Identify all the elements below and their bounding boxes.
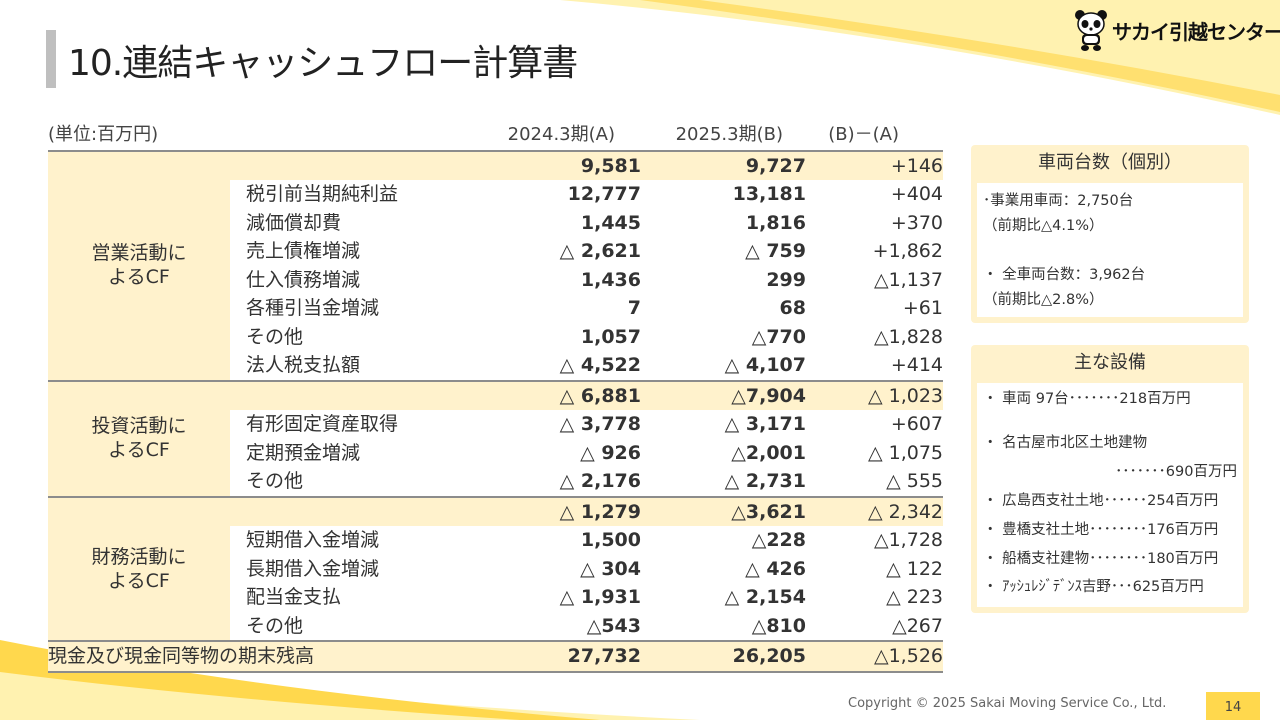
vehicle-panel-body: ･事業用車両：2,750台 （前期比△4.1%） ・ 全車両台数：3,962台 … — [977, 183, 1243, 317]
column-header-2025: 2025.3期(B) — [675, 124, 783, 145]
ending-balance-label: 現金及び現金同等物の期末残高 — [48, 645, 315, 667]
category-cell — [48, 151, 230, 380]
column-header-diff: (B)－(A) — [828, 124, 899, 145]
table-row: その他 △543 △810 △267 — [246, 614, 943, 637]
title-accent-bar — [46, 30, 56, 88]
table-row: 定期預金増減 △ 926 △2,001 △ 1,075 — [246, 441, 943, 464]
equipment-line: ・ ｱｯｼｭﾚｼﾞﾃﾞﾝｽ吉野･･･625百万円 — [983, 579, 1204, 595]
column-header-2024: 2024.3期(A) — [507, 124, 615, 145]
category-label-operating: 営業活動に よるCF — [91, 241, 187, 288]
vehicle-panel-heading: 車両台数（個別） — [1038, 152, 1182, 173]
table-row: 減価償却費 1,445 1,816 +370 — [246, 211, 943, 234]
main-equipment-panel: 主な設備 ・ 車両 97台･･･････218百万円 ・ 名古屋市北区土地建物 … — [971, 345, 1249, 613]
ending-balance-diff: △1,526 — [873, 645, 943, 667]
table-row: 短期借入金増減 1,500 △228 △1,728 — [246, 529, 943, 551]
equipment-panel-heading: 主な設備 — [1074, 352, 1146, 373]
table-row: 税引前当期純利益 12,777 13,181 +404 — [246, 183, 943, 205]
ending-balance-a: 27,732 — [567, 645, 641, 667]
equipment-line: ･･･････690百万円 — [1115, 464, 1237, 480]
equipment-panel-body: ・ 車両 97台･･･････218百万円 ・ 名古屋市北区土地建物 ･････… — [977, 383, 1243, 607]
company-logo: サカイ引越センター — [1074, 8, 1280, 52]
vehicle-line: ･事業用車両：2,750台 — [983, 193, 1134, 209]
table-row: 各種引当金増減 7 68 +61 — [246, 297, 943, 319]
subtotal-row: 9,581 9,727 +146 — [230, 151, 943, 180]
financing-cf-section: 財務活動に よるCF △ 1,279 △3,621 △ 2,342 短期借入金増減… — [48, 495, 943, 640]
page-title: 10.連結キャッシュフロー計算書 — [68, 43, 578, 84]
page-number: 14 — [1206, 692, 1260, 720]
ending-balance-row: 現金及び現金同等物の期末残高 27,732 26,205 △1,526 — [48, 640, 943, 673]
operating-cf-section: 営業活動に よるCF 9,581 9,727 +146 税引前当期純利益 12,77… — [48, 149, 943, 380]
panda-mascot-icon — [1075, 10, 1107, 51]
copyright-text: Copyright © 2025 Sakai Moving Service Co… — [848, 696, 1167, 711]
table-row: 売上債権増減 △ 2,621 △ 759 +1,862 — [246, 240, 943, 262]
subtotal-diff: △ 2,342 — [867, 500, 943, 523]
table-row: その他 1,057 △770 △1,828 — [246, 325, 943, 348]
equipment-line: ・ 船橋支社建物････････180百万円 — [983, 551, 1219, 567]
table-row: 有形固定資産取得 △ 3,778 △ 3,171 +607 — [246, 413, 943, 435]
subtotal-row: △ 1,279 △3,621 △ 2,342 — [230, 497, 943, 526]
equipment-line: ・ 豊橋支社土地････････176百万円 — [983, 522, 1219, 538]
category-cell — [48, 497, 230, 640]
table-row: 配当金支払 △ 1,931 △ 2,154 △ 223 — [246, 586, 943, 608]
table-row: 仕入債務増減 1,436 299 △1,137 — [246, 268, 943, 291]
cash-flow-table: (単位:百万円) 2024.3期(A) 2025.3期(B) (B)－(A) 営… — [48, 121, 943, 673]
unit-label: (単位:百万円) — [48, 124, 159, 145]
subtotal-b: 9,727 — [745, 154, 806, 177]
subtotal-a: 9,581 — [580, 154, 641, 177]
subtotal-diff: +146 — [890, 154, 943, 177]
table-header-row: (単位:百万円) 2024.3期(A) 2025.3期(B) (B)－(A) — [48, 121, 943, 150]
vehicle-line: ・ 全車両台数：3,962台 — [983, 267, 1146, 283]
vehicle-line: （前期比△2.8%） — [983, 292, 1104, 308]
vehicle-line: （前期比△4.1%） — [983, 218, 1104, 234]
category-cell — [48, 381, 230, 496]
equipment-line: ・ 名古屋市北区土地建物 — [983, 435, 1148, 451]
equipment-line: ・ 車両 97台･･･････218百万円 — [983, 391, 1191, 407]
subtotal-a: △ 1,279 — [559, 500, 641, 523]
subtotal-a: △ 6,881 — [559, 384, 641, 407]
equipment-line: ・ 広島西支社土地･･････254百万円 — [983, 493, 1219, 509]
ending-balance-b: 26,205 — [732, 645, 806, 667]
category-label-financing: 財務活動に よるCF — [91, 545, 187, 592]
table-row: 長期借入金増減 △ 304 △ 426 △ 122 — [246, 557, 943, 580]
logo-wordmark: サカイ引越センター — [1112, 19, 1280, 44]
category-label-investing: 投資活動に よるCF — [91, 414, 187, 461]
vehicle-count-panel: 車両台数（個別） ･事業用車両：2,750台 （前期比△4.1%） ・ 全車両台… — [971, 145, 1249, 323]
table-row: その他 △ 2,176 △ 2,731 △ 555 — [246, 470, 943, 492]
subtotal-b: △7,904 — [731, 384, 806, 407]
table-row: 法人税支払額 △ 4,522 △ 4,107 +414 — [246, 354, 943, 376]
subtotal-b: △3,621 — [731, 500, 806, 523]
subtotal-row: △ 6,881 △7,904 △ 1,023 — [230, 381, 943, 410]
subtotal-diff: △ 1,023 — [867, 384, 943, 407]
investing-cf-section: 投資活動に よるCF △ 6,881 △7,904 △ 1,023 有形固定資産取… — [48, 379, 943, 496]
